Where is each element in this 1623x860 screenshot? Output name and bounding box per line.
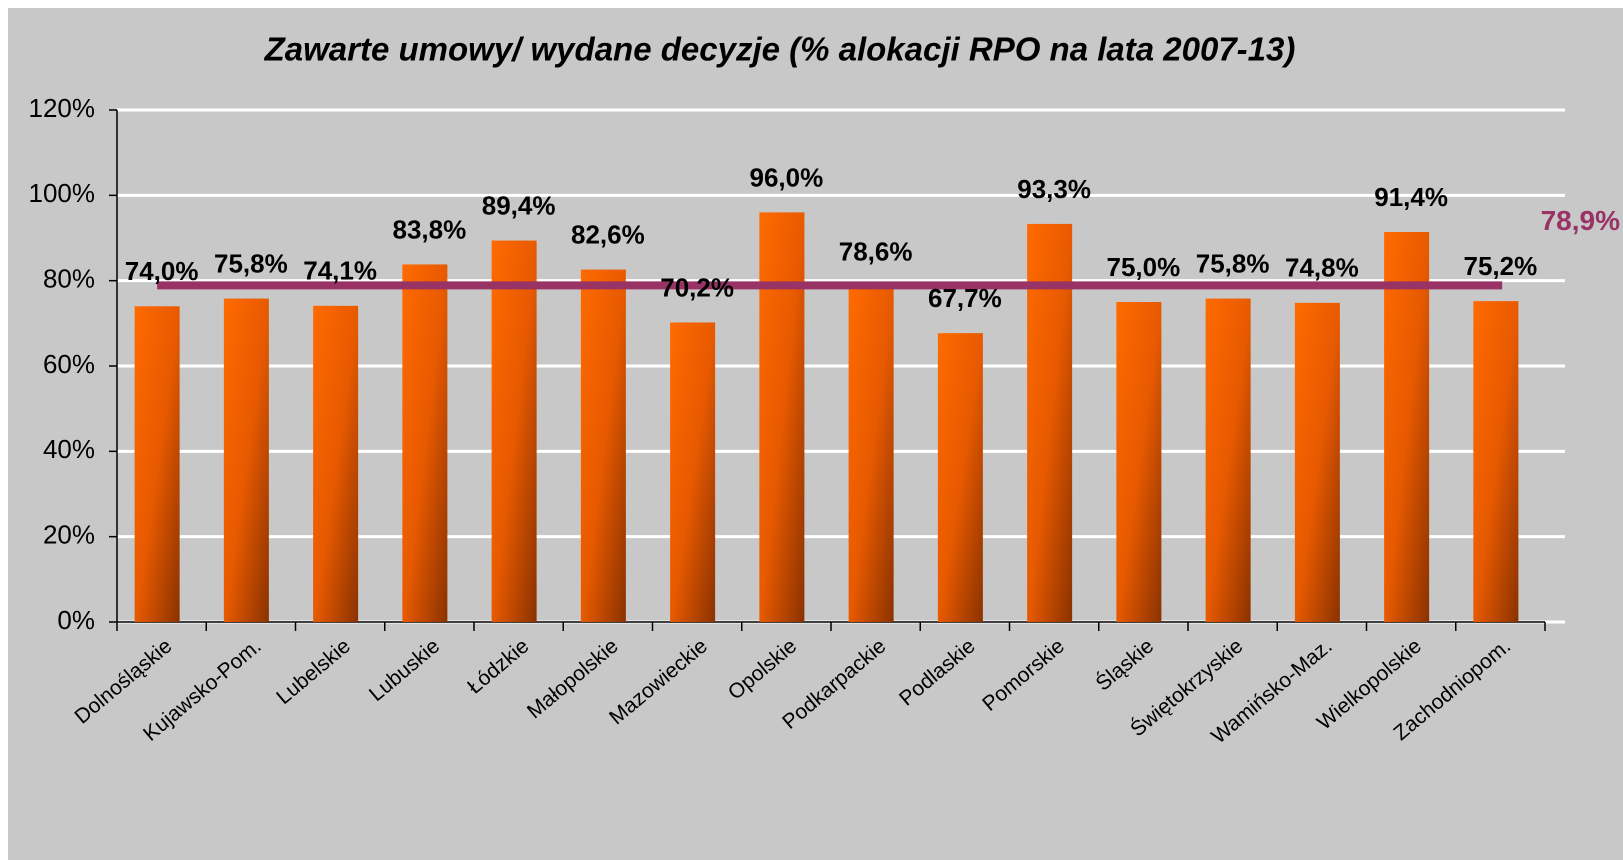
bar — [134, 306, 180, 622]
bar — [848, 286, 894, 622]
value-label: 75,2% — [1464, 251, 1538, 281]
value-label: 78,6% — [839, 237, 913, 267]
value-label: 70,2% — [660, 272, 734, 302]
value-label: 91,4% — [1374, 182, 1448, 212]
bar — [937, 333, 983, 622]
bar — [1027, 223, 1073, 623]
bar — [1294, 302, 1340, 622]
value-label: 75,8% — [214, 248, 288, 278]
value-label: 74,0% — [125, 256, 199, 286]
bar — [759, 212, 805, 622]
average-label: 78,9% — [1541, 205, 1620, 236]
y-tick-label: 60% — [43, 349, 95, 379]
value-label: 89,4% — [482, 190, 556, 220]
value-label: 96,0% — [750, 162, 824, 192]
bar — [313, 305, 359, 622]
value-label: 74,8% — [1285, 253, 1359, 283]
y-tick-label: 120% — [29, 93, 96, 123]
value-label: 67,7% — [928, 283, 1002, 313]
y-tick-label: 0% — [57, 605, 95, 635]
y-tick-label: 100% — [29, 178, 96, 208]
y-tick-label: 40% — [43, 434, 95, 464]
bar — [580, 269, 626, 622]
y-tick-label: 20% — [43, 520, 95, 550]
value-label: 93,3% — [1017, 174, 1091, 204]
bar — [670, 322, 716, 622]
value-label: 83,8% — [393, 214, 467, 244]
bar — [1116, 302, 1162, 622]
bar — [402, 264, 448, 622]
bar — [1384, 232, 1430, 622]
bar — [1205, 298, 1251, 622]
value-label: 74,1% — [303, 256, 377, 286]
value-label: 82,6% — [571, 219, 645, 249]
bar — [1473, 301, 1519, 622]
chart-title: Zawarte umowy/ wydane decyzje (% alokacj… — [264, 31, 1296, 68]
y-tick-label: 80% — [43, 264, 95, 294]
value-label: 75,8% — [1196, 248, 1270, 278]
bar — [223, 298, 269, 622]
chart-background — [8, 8, 1623, 860]
value-label: 75,0% — [1107, 252, 1181, 282]
bar — [491, 240, 537, 622]
